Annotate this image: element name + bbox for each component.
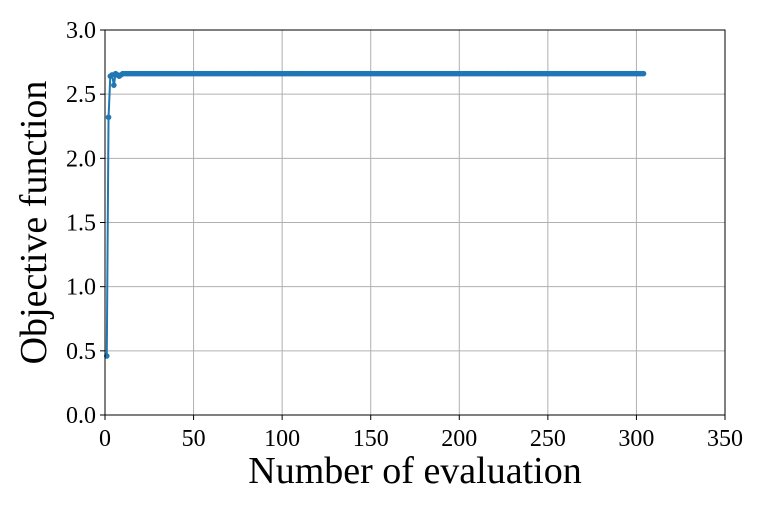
y-tick-label: 0.0 — [66, 403, 96, 429]
x-tick-label: 300 — [618, 426, 654, 452]
data-point — [111, 82, 117, 88]
y-tick-label: 1.0 — [66, 275, 96, 301]
x-tick-label: 150 — [353, 426, 389, 452]
x-tick-label: 250 — [530, 426, 566, 452]
x-tick-label: 350 — [707, 426, 743, 452]
x-axis-ticks: 0 50 100 150 200 250 300 350 — [99, 415, 743, 452]
x-tick-label: 0 — [99, 426, 111, 452]
y-tick-label: 2.5 — [66, 82, 96, 108]
x-tick-label: 200 — [441, 426, 477, 452]
y-tick-label: 2.0 — [66, 146, 96, 172]
data-point — [105, 114, 112, 121]
x-axis-label: Number of evaluation — [248, 450, 581, 492]
series-line — [105, 71, 644, 356]
series-layer — [103, 70, 647, 359]
y-tick-label: 3.0 — [66, 18, 96, 44]
y-tick-label: 1.5 — [66, 211, 96, 237]
y-tick-label: 0.5 — [66, 339, 96, 365]
y-axis-label: Objective function — [13, 81, 55, 365]
x-tick-label: 50 — [182, 426, 206, 452]
x-tick-label: 100 — [264, 426, 300, 452]
grid-lines — [104, 29, 726, 416]
data-point — [640, 70, 647, 77]
y-axis-ticks: 0.0 0.5 1.0 1.5 2.0 2.5 3.0 — [66, 18, 105, 429]
